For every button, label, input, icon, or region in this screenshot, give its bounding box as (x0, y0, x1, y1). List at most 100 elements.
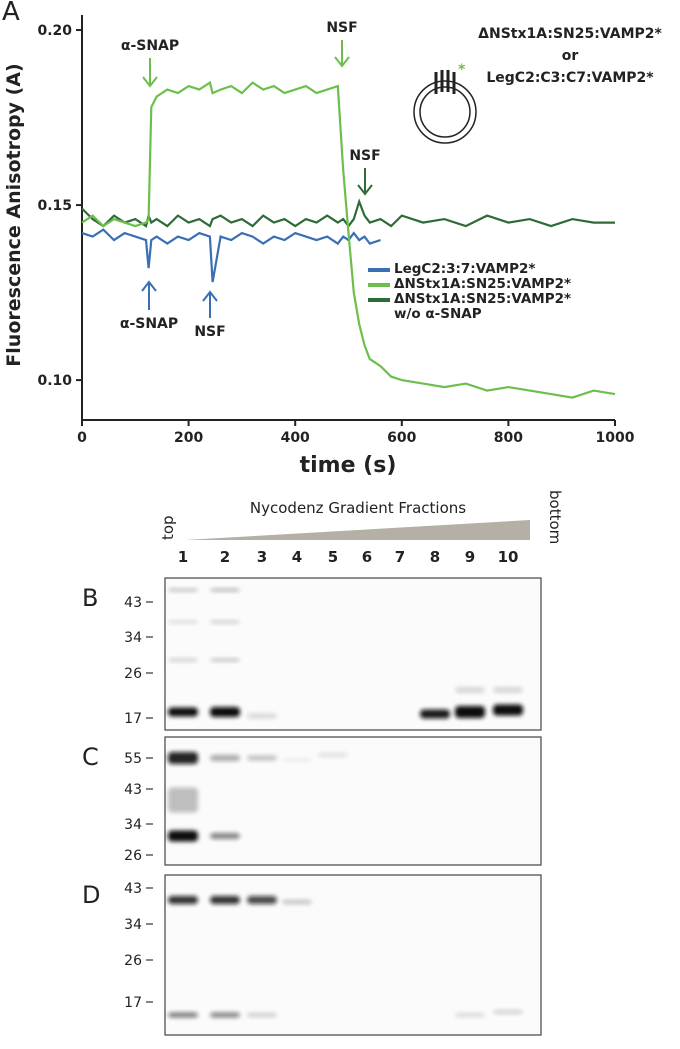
band (168, 896, 198, 904)
series-line (81, 80, 616, 399)
lane-label: 7 (395, 548, 405, 566)
band (493, 687, 523, 693)
y-axis-label: Fluorescence Anisotropy (A) (3, 63, 25, 366)
legend-label: ΔNStx1A:SN25:VAMP2* (394, 276, 572, 292)
legend: LegC2:3:7:VAMP2* ΔNStx1A:SN25:VAMP2* ΔNStx… (368, 262, 638, 322)
band (168, 1012, 198, 1018)
gradient-wedge (185, 520, 530, 540)
annotation-arrow (334, 40, 350, 68)
x-tick-label: 800 (494, 430, 523, 446)
legend-item: ΔNStx1A:SN25:VAMP2* w/o α-SNAP (368, 292, 638, 322)
series-line (81, 198, 615, 228)
band (210, 755, 240, 761)
annotation-arrow (202, 290, 218, 318)
band (420, 709, 450, 719)
top-label: top (159, 515, 177, 540)
lane-label: 6 (362, 548, 372, 566)
annotation: α-SNAP (121, 38, 179, 54)
x-axis-label: time (s) (300, 453, 397, 478)
vesicle: * (413, 62, 477, 144)
band (282, 900, 312, 904)
panel-label: C (82, 743, 99, 771)
lane-label: 9 (465, 548, 475, 566)
x-tick-label: 1000 (596, 430, 635, 446)
lane-label: 8 (430, 548, 440, 566)
annotation-arrow (141, 280, 157, 310)
lane-label: 1 (178, 548, 188, 566)
band (210, 620, 240, 624)
lane-label: 5 (328, 548, 338, 566)
x-tick-label: 600 (387, 430, 416, 446)
y-tick-label: 0.10 (37, 373, 72, 389)
band (247, 1013, 277, 1017)
annotation-arrow (142, 58, 158, 88)
band (247, 713, 277, 719)
legend-swatch (368, 283, 390, 287)
x-tick-label: 0 (77, 430, 87, 446)
annotation-arrow (357, 168, 373, 196)
gel-title: Nycodenz Gradient Fractions (250, 499, 466, 517)
annotation: NSF (326, 20, 357, 36)
marker-label: 26 (124, 848, 142, 864)
inset-label: or (562, 48, 579, 64)
band (210, 658, 240, 662)
band (247, 896, 277, 904)
band (168, 588, 198, 592)
legend-label: LegC2:3:7:VAMP2* (394, 261, 536, 277)
annotation: α-SNAP (120, 316, 178, 332)
x-tick-label: 200 (174, 430, 203, 446)
marker-label: 26 (124, 666, 142, 682)
lane-label: 2 (220, 548, 230, 566)
band (168, 620, 198, 624)
inset-label: LegC2:C3:C7:VAMP2* (486, 70, 654, 86)
band (168, 752, 198, 764)
marker-label: 34 (124, 917, 142, 933)
inset-label: ΔNStx1A:SN25:VAMP2* (478, 26, 662, 42)
panel-label: A (2, 0, 20, 27)
legend-swatch (368, 298, 390, 302)
band (455, 687, 485, 693)
band (210, 833, 240, 839)
lane-label: 10 (498, 548, 519, 566)
marker-label: 26 (124, 953, 142, 969)
marker-label: 43 (124, 782, 142, 798)
bottom-label: bottom (546, 490, 564, 544)
lane-label: 3 (257, 548, 267, 566)
band (168, 830, 198, 842)
marker-label: 34 (124, 817, 142, 833)
panel-label: B (82, 584, 98, 612)
band (247, 755, 277, 761)
y-tick-label: 0.15 (37, 198, 72, 214)
band (493, 704, 523, 716)
band (168, 707, 198, 717)
band (210, 588, 240, 592)
band (210, 707, 240, 717)
marker-label: 34 (124, 630, 142, 646)
band (168, 787, 198, 813)
band (318, 753, 348, 757)
marker-label: 43 (124, 595, 142, 611)
band (168, 658, 198, 662)
lane-label: 4 (292, 548, 302, 566)
band (455, 706, 485, 718)
blot (164, 577, 542, 731)
series-line (81, 228, 381, 283)
marker-label: 17 (124, 995, 142, 1011)
y-tick-label: 0.20 (37, 23, 72, 39)
annotation: NSF (194, 324, 225, 340)
legend-item: ΔNStx1A:SN25:VAMP2* (368, 277, 638, 292)
band (455, 1013, 485, 1017)
band (210, 1012, 240, 1018)
svg-text:*: * (458, 62, 466, 78)
panel-label: D (82, 881, 100, 909)
band (282, 758, 312, 762)
legend-label: ΔNStx1A:SN25:VAMP2* w/o α-SNAP (394, 291, 572, 322)
x-tick-label: 400 (281, 430, 310, 446)
marker-label: 43 (124, 881, 142, 897)
marker-label: 17 (124, 711, 142, 727)
band (210, 896, 240, 904)
marker-label: 55 (124, 751, 142, 767)
band (493, 1010, 523, 1014)
